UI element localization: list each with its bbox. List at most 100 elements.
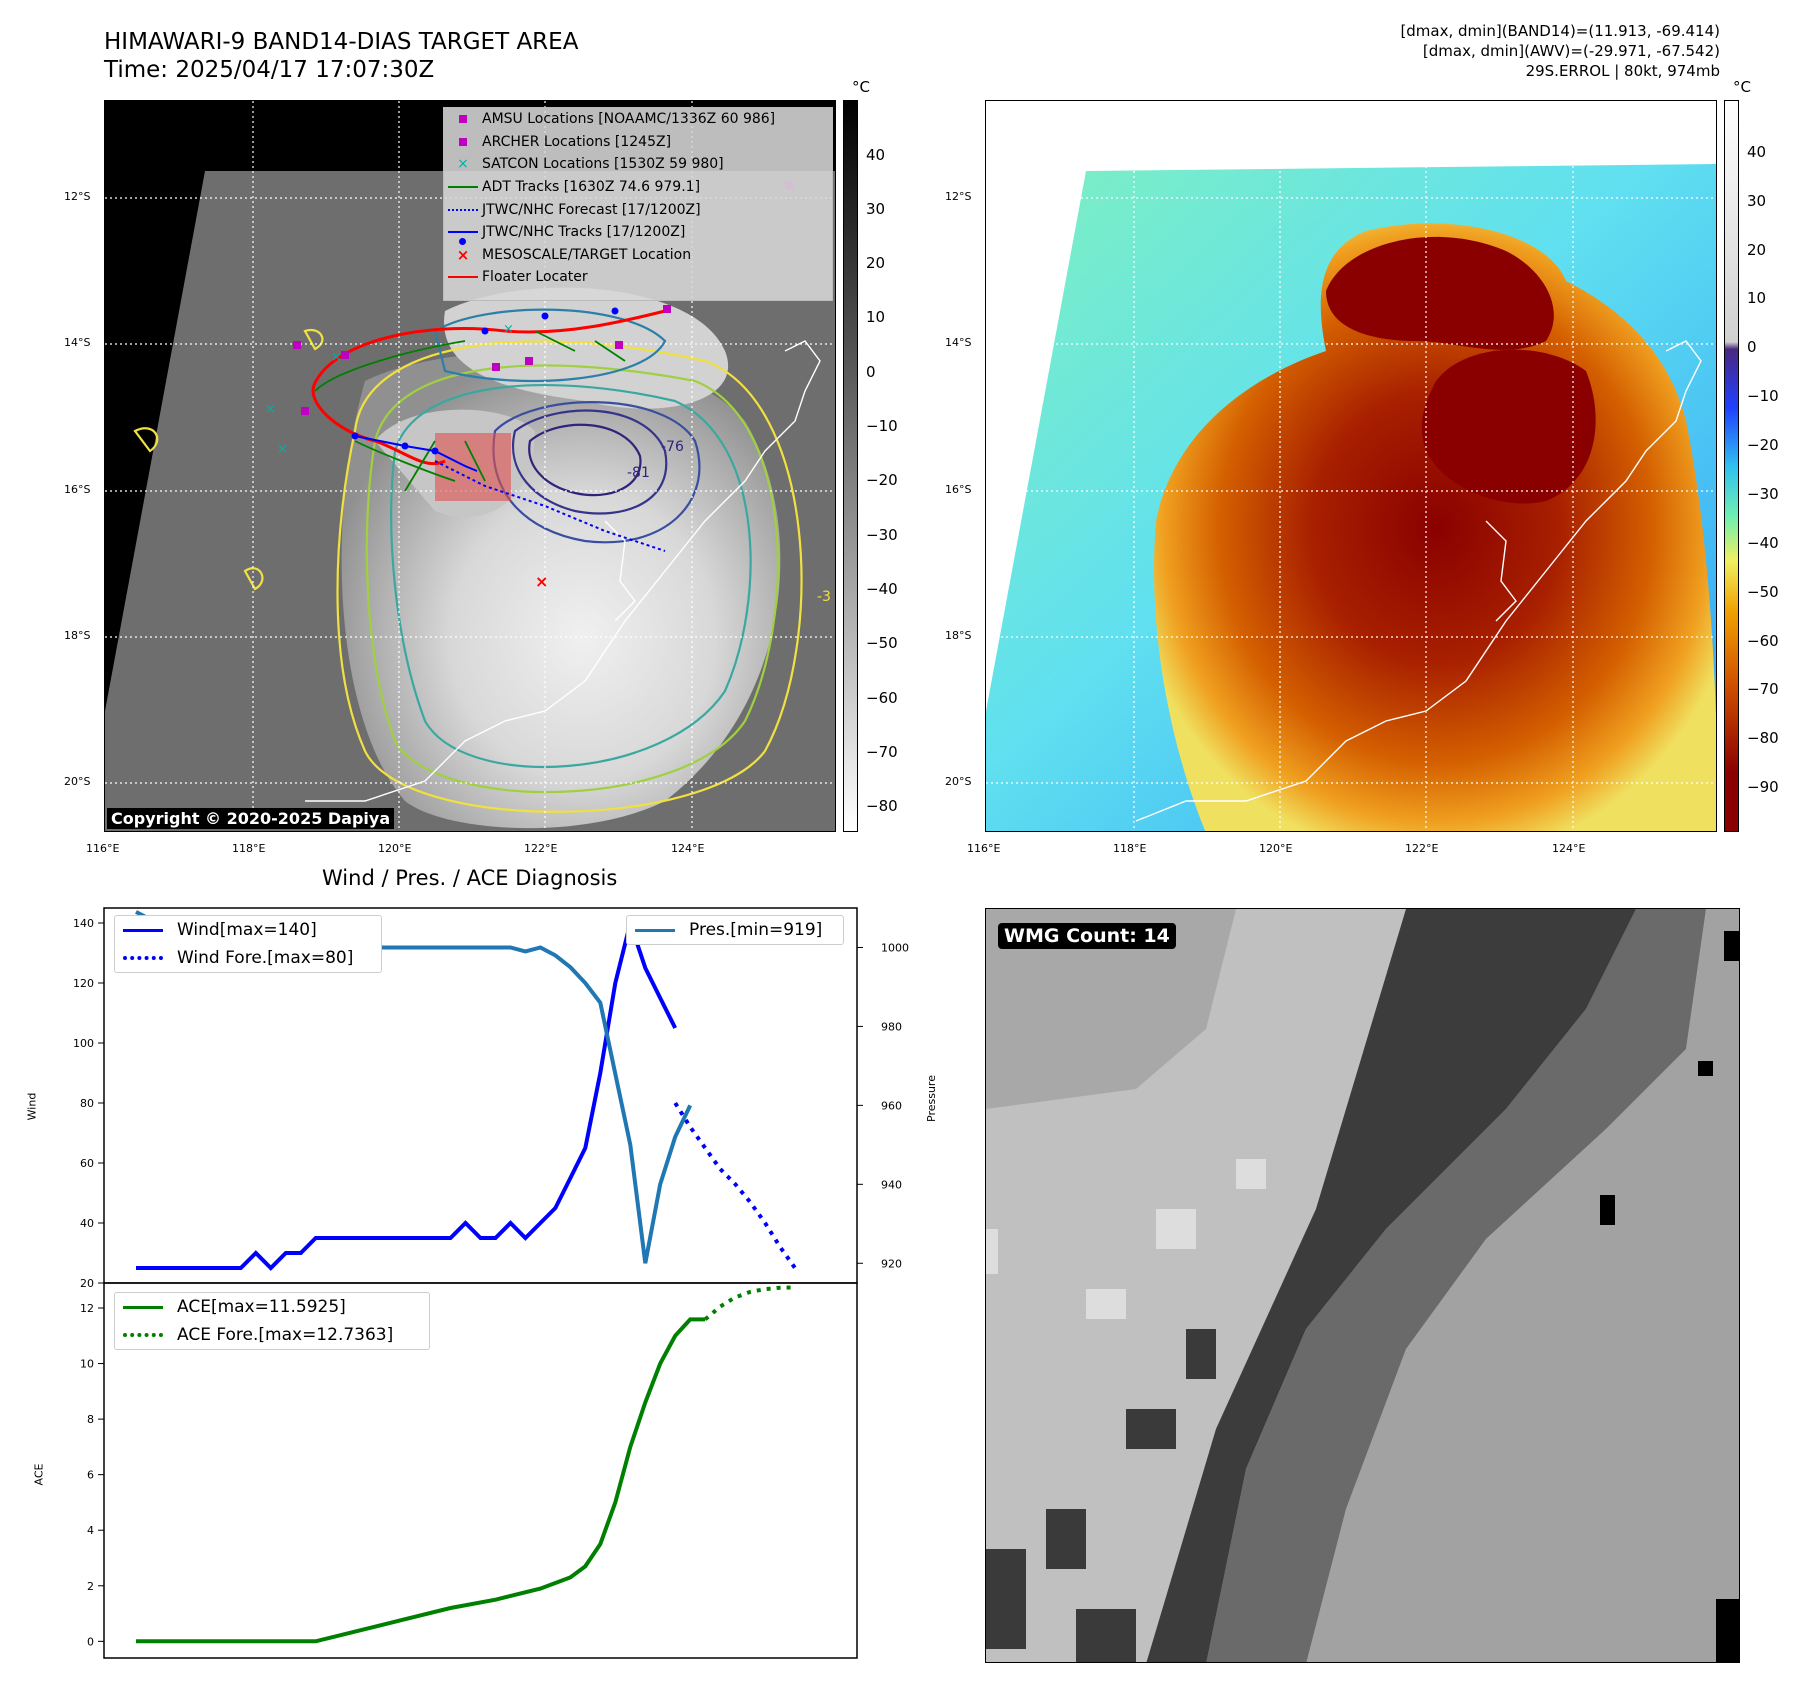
ace-series-line-0 [136, 1317, 706, 1644]
pressure-tick-label: 940 [881, 1178, 902, 1191]
lat-label: 18°S [64, 629, 91, 642]
ace-series-line-1 [703, 1285, 796, 1321]
colorbar-tick: −80 [1747, 729, 1779, 747]
colorbar-tick: −10 [1747, 387, 1779, 405]
colorbar-tick: −40 [1747, 534, 1779, 552]
right-colorbar-unit: °C [1733, 78, 1751, 96]
colorbar-tick: −80 [866, 797, 898, 815]
legend-item-mesoscale: × MESOSCALE/TARGET Location [444, 244, 832, 267]
colorbar-tick: 40 [1747, 143, 1767, 161]
svg-text:×: × [277, 442, 288, 457]
ace-axis-label: ACE [32, 1463, 46, 1486]
wmg-image [986, 909, 1739, 1662]
pressure-tick-label: 960 [881, 1099, 902, 1112]
lon-label: 120°E [1259, 842, 1293, 855]
colorbar-tick: 0 [866, 363, 876, 381]
line-dot-icon [444, 231, 482, 246]
ace-tick-label: 2 [87, 1580, 94, 1593]
colorbar-tick: 10 [866, 308, 886, 326]
lat-label: 20°S [945, 775, 972, 788]
colorbar-tick: −20 [1747, 436, 1779, 454]
wind-legend: Wind[max=140] Wind Fore.[max=80] [114, 915, 382, 973]
colorbar-tick: 30 [1747, 192, 1767, 210]
band14-map-panel [985, 100, 1717, 832]
ace-legend: ACE[max=11.5925] ACE Fore.[max=12.7363] [114, 1292, 430, 1350]
wind-tick-label: 140 [73, 917, 94, 930]
copyright-label: Copyright © 2020-2025 Dapiya [107, 808, 395, 829]
colorbar-tick: −90 [1747, 778, 1779, 796]
left-colorbar [843, 100, 858, 832]
legend-item-floater: Floater Locater [444, 266, 832, 289]
line-icon [123, 928, 163, 932]
legend-item-satcon: × SATCON Locations [1530Z 59 980] [444, 153, 832, 176]
info-line1: [dmax, dmin](BAND14)=(11.913, -69.414) [1400, 22, 1720, 40]
lon-label: 118°E [232, 842, 266, 855]
colorbar-tick: −30 [1747, 485, 1779, 503]
colorbar-tick: 0 [1747, 338, 1757, 356]
x-marker-icon: × [457, 156, 469, 173]
legend-item-ace: ACE[max=11.5925] [115, 1293, 429, 1321]
figure-title-line1: HIMAWARI-9 BAND14-DIAS TARGET AREA [104, 29, 579, 55]
legend-item-adt: ADT Tracks [1630Z 74.6 979.1] [444, 176, 832, 199]
lon-label: 122°E [1405, 842, 1439, 855]
wmg-panel: WMG Count: 14 [985, 908, 1740, 1663]
pressure-tick-label: 1000 [881, 941, 909, 954]
lat-label: 14°S [945, 336, 972, 349]
map-legend: AMSU Locations [NOAAMC/1336Z 60 986] ARC… [443, 107, 833, 301]
ace-tick-label: 6 [87, 1469, 94, 1482]
series-line-0 [136, 915, 677, 1271]
lon-label: 116°E [967, 842, 1001, 855]
colorbar-tick: −70 [1747, 680, 1779, 698]
colorbar-tick: 20 [1747, 241, 1767, 259]
ace-plot-frame [103, 1282, 858, 1659]
colorbar-tick: −50 [1747, 583, 1779, 601]
legend-item-jtwc-tracks: JTWC/NHC Tracks [17/1200Z] [444, 221, 832, 246]
line-icon [123, 1305, 163, 1309]
lon-label: 120°E [378, 842, 412, 855]
legend-item-wind-forecast: Wind Fore.[max=80] [115, 944, 381, 972]
svg-text:×: × [265, 402, 276, 417]
wind-tick-label: 20 [80, 1277, 94, 1290]
lon-label: 124°E [1552, 842, 1586, 855]
info-line2: [dmax, dmin](AWV)=(-29.971, -67.542) [1422, 42, 1720, 60]
colorbar-tick: −50 [866, 634, 898, 652]
lon-label: 116°E [86, 842, 120, 855]
colorbar-tick: 20 [866, 254, 886, 272]
lat-label: 20°S [64, 775, 91, 788]
legend-item-jtwc-forecast: JTWC/NHC Forecast [17/1200Z] [444, 198, 832, 221]
info-line3: 29S.ERROL | 80kt, 974mb [1525, 62, 1720, 80]
dotted-line-icon [123, 1333, 163, 1337]
pressure-legend: Pres.[min=919] [626, 915, 844, 945]
diagnosis-chart: 20 40 60 80 100 120 140 920 940 960 980 1000 0 2 4 6 8 10… [73, 907, 909, 1659]
dotted-line-icon [448, 208, 478, 211]
dotted-line-icon [123, 956, 163, 960]
lat-label: 18°S [945, 629, 972, 642]
square-marker-icon [459, 137, 467, 146]
colorbar-tick: −10 [866, 417, 898, 435]
colorbar-tick: 30 [866, 200, 886, 218]
contour-label-3: -3 [817, 589, 831, 605]
line-icon [448, 186, 478, 189]
wind-tick-label: 40 [80, 1217, 94, 1230]
lat-label: 16°S [945, 483, 972, 496]
legend-item-ace-forecast: ACE Fore.[max=12.7363] [115, 1321, 429, 1349]
colorbar-tick: −40 [866, 580, 898, 598]
wind-tick-label: 60 [80, 1157, 94, 1170]
svg-text:×: × [331, 350, 342, 365]
wind-tick-label: 80 [80, 1097, 94, 1110]
svg-text:×: × [503, 322, 514, 337]
lat-label: 12°S [64, 190, 91, 203]
svg-text:×: × [535, 572, 548, 591]
contour-label-1: -76 [661, 439, 684, 455]
colorbar-tick: −70 [866, 743, 898, 761]
wind-tick-label: 100 [73, 1037, 94, 1050]
legend-item-archer: ARCHER Locations [1245Z] [444, 131, 832, 154]
ace-tick-label: 10 [80, 1358, 94, 1371]
lon-label: 118°E [1113, 842, 1147, 855]
ace-tick-label: 4 [87, 1524, 94, 1537]
lon-label: 124°E [671, 842, 705, 855]
lat-label: 16°S [64, 483, 91, 496]
colorbar-tick: −60 [866, 689, 898, 707]
wmg-count-badge: WMG Count: 14 [998, 923, 1176, 949]
colorbar-tick: −60 [1747, 632, 1779, 650]
